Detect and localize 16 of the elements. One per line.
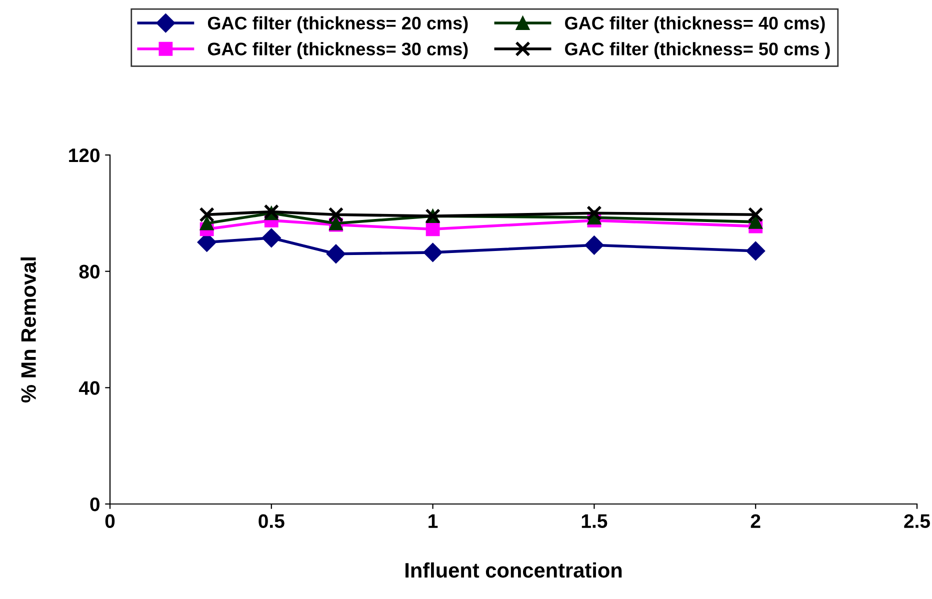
x-tick-label: 0 (105, 514, 115, 528)
y-tick-label: 0 (90, 497, 100, 512)
legend-label: GAC filter (thickness= 20 cms) (208, 16, 468, 34)
x-tick-label: 2.5 (904, 514, 930, 528)
x-axis-title: Influent concentration (406, 562, 622, 578)
y-tick-label: 80 (79, 264, 100, 279)
x-tick-label: 1 (428, 514, 438, 528)
x-tick-label: 1.5 (582, 514, 608, 528)
legend-label: GAC filter (thickness= 30 cms) (208, 42, 468, 59)
legend-label: GAC filter (thickness= 50 cms ) (565, 42, 830, 59)
x-tick-label: 0.5 (258, 514, 284, 528)
y-tick-label: 120 (69, 148, 100, 162)
legend-label: GAC filter (thickness= 40 cms) (565, 16, 825, 34)
x-tick-label: 2 (750, 514, 760, 528)
y-tick-label: 40 (78, 381, 100, 395)
y-axis-title: % Mn Removal (20, 257, 36, 402)
